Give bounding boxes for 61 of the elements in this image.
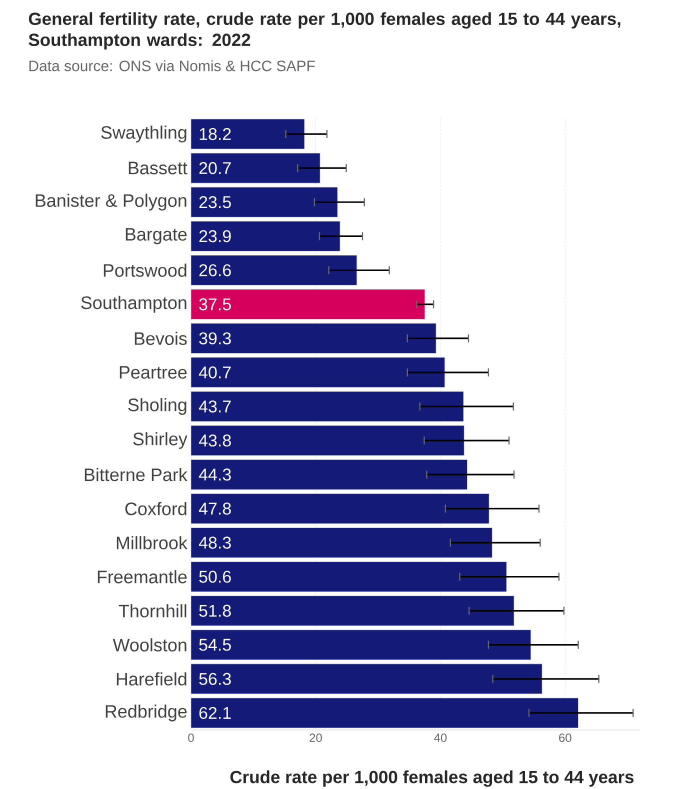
data-label: 62.1 <box>199 706 231 719</box>
bar <box>190 152 320 184</box>
y-tick-label: Thornhill <box>118 604 186 618</box>
bar <box>190 289 426 320</box>
bar <box>190 630 532 660</box>
data-label: 26.6 <box>199 264 231 276</box>
data-label: 40.7 <box>198 366 231 378</box>
data-label: 54.5 <box>199 638 231 651</box>
y-tick-label: Freemantle <box>98 570 187 584</box>
bar <box>190 562 507 592</box>
y-tick-label: Bitterne Park <box>84 468 188 482</box>
y-tick-label: Portswood <box>104 264 186 277</box>
y-tick-label: Harefield <box>116 672 186 686</box>
data-label: 56.3 <box>199 672 231 685</box>
x-tick-label: 60 <box>559 734 572 742</box>
chart-subtitle: Data source: ONS via Nomis & HCC SAPF <box>29 60 315 72</box>
bar <box>190 493 490 524</box>
bar <box>190 221 340 252</box>
data-label: 23.5 <box>199 196 231 208</box>
y-tick-label: Millbrook <box>116 536 188 550</box>
y-tick-label: Southampton <box>81 296 186 313</box>
data-label: 50.6 <box>199 570 231 583</box>
bar <box>190 357 445 388</box>
bar <box>190 596 514 626</box>
bar <box>190 698 578 728</box>
data-label: 44.3 <box>198 468 231 481</box>
data-label: 47.8 <box>198 502 231 515</box>
data-label: 43.7 <box>198 400 231 412</box>
y-tick-label: Banister & Polygon <box>36 194 186 211</box>
x-axis-title: Crude rate per 1,000 females aged 15 to 44 years <box>230 770 634 787</box>
bar <box>190 528 492 558</box>
bar <box>190 323 436 354</box>
data-label: 43.8 <box>198 434 231 447</box>
data-label: 51.8 <box>199 604 231 617</box>
bar <box>190 255 358 286</box>
y-tick-label: Bassett <box>128 162 188 174</box>
bar <box>190 186 338 218</box>
data-label: 18.2 <box>200 128 231 140</box>
bar <box>190 425 464 456</box>
data-label: 20.7 <box>199 162 231 174</box>
data-label: 48.3 <box>198 536 231 549</box>
y-tick-label: Redbridge <box>106 704 187 722</box>
bar <box>190 118 305 150</box>
bar <box>190 459 468 490</box>
y-tick-label: Sholing <box>128 398 186 415</box>
x-tick-label: 40 <box>434 734 447 742</box>
data-label: 37.5 <box>199 298 231 310</box>
y-tick-label: Coxford <box>125 502 186 516</box>
chart-title: General fertility rate, crude rate per 1,000 females aged 15 to 44 years, Southampton wards: 2022 <box>28 12 620 50</box>
bar <box>190 391 464 422</box>
data-label: 23.9 <box>199 230 231 242</box>
data-label: 39.3 <box>199 332 231 344</box>
y-tick-label: Bevois <box>134 332 187 345</box>
y-tick-label: Peartree <box>120 366 187 379</box>
y-tick-label: Bargate <box>126 228 187 244</box>
y-tick-label: Shirley <box>133 432 188 449</box>
y-tick-label: Woolston <box>112 638 186 652</box>
bar <box>190 664 542 694</box>
x-tick-label: 20 <box>310 734 322 742</box>
x-tick-label: 0 <box>188 734 194 742</box>
y-tick-label: Swaythling <box>101 126 186 142</box>
